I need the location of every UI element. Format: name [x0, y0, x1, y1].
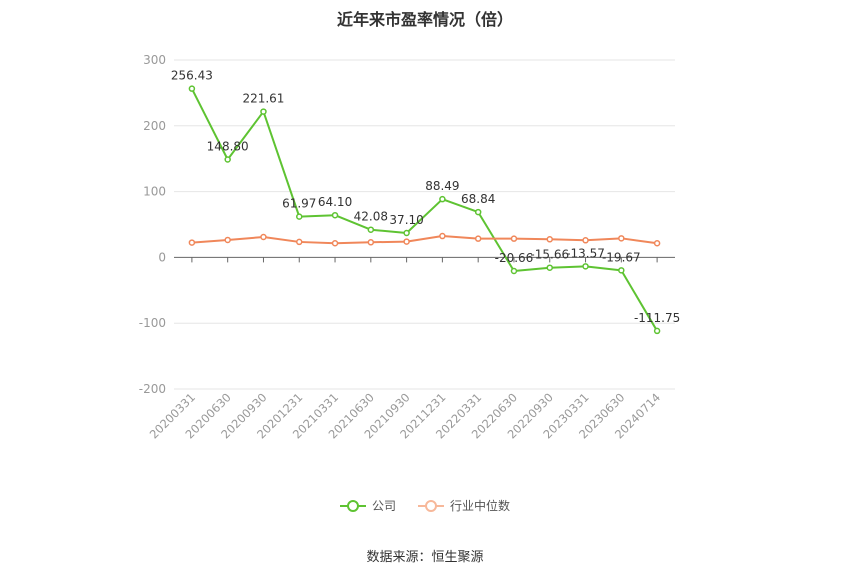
y-tick-label: 300 [143, 53, 166, 67]
data-label: 68.84 [461, 192, 495, 206]
data-label: 88.49 [425, 179, 459, 193]
data-point-company[interactable] [260, 108, 267, 115]
data-label: -13.57 [566, 246, 605, 260]
data-point-industry-median[interactable] [546, 236, 553, 243]
data-point-company[interactable] [653, 327, 661, 335]
data-label: -20.66 [495, 251, 534, 265]
data-point-company[interactable] [582, 263, 589, 270]
data-label: 42.08 [354, 210, 388, 224]
x-axis: 2020033120200630202009302020123120210331… [147, 257, 663, 442]
chart-title: 近年来市盈率情况（倍） [336, 10, 513, 29]
data-label: 148.80 [207, 139, 249, 153]
data-point-industry-median[interactable] [618, 235, 625, 242]
legend-swatch-company [339, 499, 366, 513]
data-point-industry-median[interactable] [296, 238, 303, 246]
data-point-company[interactable] [439, 195, 446, 203]
data-point-industry-median[interactable] [224, 236, 231, 244]
series-line-company [191, 88, 658, 332]
series-line-industry-median [191, 235, 658, 245]
series-layer [188, 85, 661, 335]
data-point-industry-median[interactable] [403, 238, 410, 245]
data-point-company[interactable] [296, 213, 303, 220]
data-label: -15.66 [530, 248, 569, 262]
data-point-industry-median[interactable] [474, 235, 482, 242]
legend-label-industry-median: 行业中位数 [450, 499, 511, 513]
y-axis: 300 200 100 0 -100 -200 [139, 53, 166, 396]
legend: 公司 行业中位数 [0, 497, 850, 514]
data-point-company[interactable] [331, 211, 339, 219]
data-point-industry-median[interactable] [439, 232, 446, 240]
y-tick-label: 200 [143, 119, 166, 133]
data-point-industry-median[interactable] [260, 233, 267, 241]
data-label: -19.67 [602, 250, 641, 264]
data-point-industry-median[interactable] [510, 235, 518, 242]
y-tick-label: 0 [158, 250, 166, 264]
legend-item-industry-median[interactable]: 行业中位数 [418, 497, 510, 514]
y-tick-label: 100 [143, 185, 166, 199]
legend-label-company: 公司 [371, 499, 396, 513]
y-tick-label: -100 [139, 316, 166, 330]
data-label: 37.10 [389, 213, 423, 227]
data-label: 64.10 [318, 195, 352, 209]
legend-swatch-industry-median [418, 499, 444, 513]
data-label: -111.75 [634, 311, 680, 325]
data-point-company[interactable] [546, 264, 553, 271]
data-point-company[interactable] [510, 267, 518, 275]
data-point-company[interactable] [188, 85, 196, 92]
data-point-industry-median[interactable] [188, 239, 196, 246]
legend-item-company[interactable]: 公司 [339, 497, 396, 514]
data-point-company[interactable] [618, 267, 625, 274]
grid-lines [174, 59, 675, 390]
data-label: 61.97 [282, 197, 316, 211]
data-point-industry-median[interactable] [367, 239, 375, 246]
data-point-company[interactable] [367, 226, 375, 233]
data-point-industry-median[interactable] [653, 240, 661, 247]
data-point-company[interactable] [403, 229, 410, 237]
data-source: 数据来源：恒生聚源 [366, 550, 484, 565]
data-point-industry-median[interactable] [331, 240, 339, 247]
data-point-company[interactable] [474, 208, 482, 216]
data-point-company[interactable] [224, 156, 231, 163]
data-point-industry-median[interactable] [582, 237, 589, 244]
data-label: 221.61 [242, 92, 284, 106]
data-label: 256.43 [171, 69, 213, 83]
y-tick-label: -200 [139, 382, 166, 396]
